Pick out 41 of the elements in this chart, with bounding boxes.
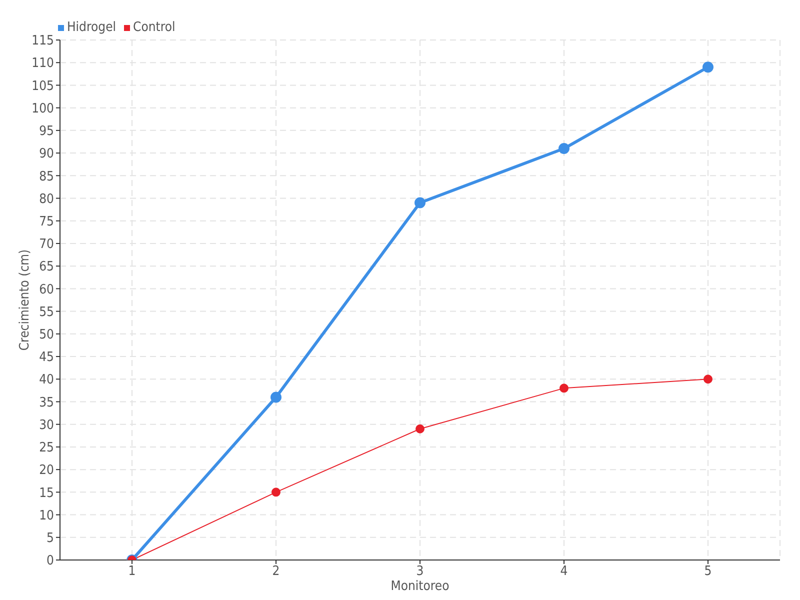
y-tick-label: 35	[39, 395, 54, 410]
y-tick-label: 50	[39, 328, 54, 343]
y-tick-label: 90	[39, 146, 54, 162]
y-tick-label: 40	[39, 372, 54, 388]
y-tick-label: 105	[32, 78, 54, 94]
y-tick-label: 20	[39, 463, 54, 478]
point	[560, 384, 568, 393]
x-tick-label: 2	[272, 564, 280, 580]
y-tick-label: 95	[39, 124, 54, 140]
point	[704, 374, 712, 384]
x-tick-label: 1	[128, 564, 136, 580]
y-tick-label: 55	[39, 304, 54, 320]
legend-label: Hidrogel	[66, 20, 116, 35]
y-tick-label: 5	[46, 531, 54, 546]
y-tick-label: 30	[39, 418, 54, 433]
x-tick-label: 5	[704, 564, 712, 580]
y-tick-label: 110	[32, 56, 54, 72]
x-tick-label: 3	[416, 564, 424, 580]
y-tick-label: 115	[32, 34, 54, 49]
y-tick-label: 65	[39, 260, 54, 275]
y-tick-label: 60	[39, 282, 54, 298]
y-tick-label: 70	[39, 237, 54, 252]
y-tick-label: 80	[39, 192, 54, 207]
point	[270, 392, 282, 403]
y-tick-label: 75	[39, 214, 54, 230]
y-tick-label: 10	[39, 508, 54, 524]
y-axis-title: Crecimiento (cm)	[18, 249, 33, 351]
y-tick-label: 100	[32, 101, 54, 116]
y-tick-label: 25	[39, 440, 54, 456]
point	[416, 424, 424, 434]
point	[702, 62, 714, 73]
y-tick-label: 15	[39, 486, 54, 501]
point	[414, 197, 426, 208]
x-tick-label: 4	[560, 564, 568, 580]
legend-label: Control	[132, 20, 176, 35]
y-tick-label: 85	[39, 169, 54, 184]
point	[558, 143, 570, 154]
x-axis-title: Monitoreo	[390, 579, 450, 594]
point	[272, 488, 280, 497]
y-tick-label: 45	[39, 350, 54, 366]
y-tick-label: 0	[46, 554, 54, 569]
